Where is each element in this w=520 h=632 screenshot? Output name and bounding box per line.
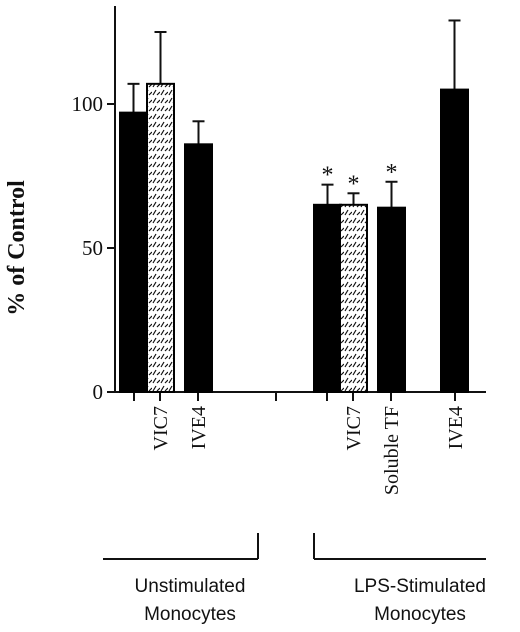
axes: 0 50 100 % of Control xyxy=(4,6,486,404)
group-label-line1: Unstimulated xyxy=(135,576,246,597)
significance-star: * xyxy=(386,160,398,186)
bar-solid xyxy=(377,206,406,393)
y-tick-label: 50 xyxy=(82,236,103,260)
bar-solid xyxy=(184,143,213,393)
y-tick-label: 100 xyxy=(72,92,104,116)
group-label-line2: Monocytes xyxy=(374,604,466,625)
bar-solid xyxy=(119,111,148,393)
bars: * * * xyxy=(119,19,469,393)
y-axis-label: % of Control xyxy=(4,180,30,316)
group-label-line2: Monocytes xyxy=(144,604,236,625)
bar-solid xyxy=(440,88,469,393)
category-label: VIC7 xyxy=(343,406,365,450)
group-label-line1: LPS-Stimulated xyxy=(354,576,486,597)
bar-hatched xyxy=(146,82,175,393)
category-label: IVE4 xyxy=(188,406,210,449)
y-tick-label: 0 xyxy=(93,380,104,404)
category-label: VIC7 xyxy=(150,406,172,450)
significance-star: * xyxy=(322,163,334,189)
category-label: IVE4 xyxy=(445,406,467,449)
significance-star: * xyxy=(348,171,360,197)
labels: VIC7 IVE4 VIC7 Soluble TF IVE4 Unstimulated Mo… xyxy=(103,406,486,625)
category-label: Soluble TF xyxy=(381,406,403,495)
bar-hatched xyxy=(339,203,368,393)
bar-solid xyxy=(313,203,342,393)
